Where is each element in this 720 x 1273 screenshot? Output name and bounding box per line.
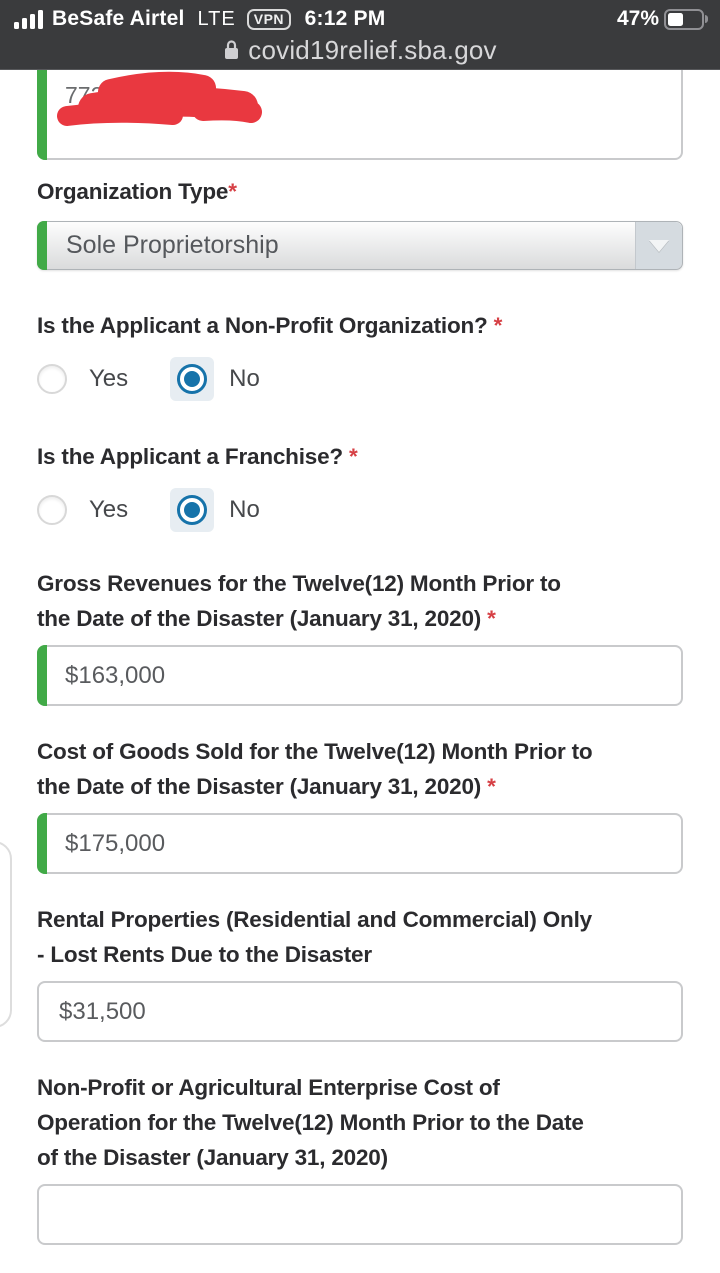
redacted-number-field[interactable]: [37, 54, 683, 160]
gross-revenues-field[interactable]: [37, 645, 683, 706]
form-page: Organization Type* Sole Proprietorship I…: [0, 54, 720, 1273]
status-bar: BeSafe Airtel LTE VPN 6:12 PM 47%: [0, 0, 720, 32]
organization-type-value: Sole Proprietorship: [66, 231, 279, 259]
required-asterisk: *: [481, 606, 496, 631]
non-profit-question-label: Is the Applicant a Non-Profit Organizati…: [37, 313, 503, 338]
cost-of-goods-input[interactable]: [39, 829, 681, 858]
radio-label[interactable]: No: [229, 496, 260, 523]
organization-type-label: Organization Type*: [37, 179, 237, 204]
carrier-name: BeSafe Airtel: [52, 7, 185, 30]
radio-button[interactable]: [37, 495, 67, 525]
required-asterisk: *: [481, 774, 496, 799]
status-clock: 6:12 PM: [304, 7, 386, 30]
vpn-badge: VPN: [246, 8, 292, 30]
non-profit-radio-group: Yes No: [30, 357, 683, 401]
url-text: covid19relief.sba.gov: [248, 34, 497, 65]
redacted-number-input[interactable]: [39, 81, 681, 133]
select-dropdown-zone[interactable]: [635, 222, 682, 269]
non-profit-cost-field[interactable]: [37, 1184, 683, 1245]
chevron-down-icon: [649, 239, 669, 252]
franchise-option-no[interactable]: No: [170, 488, 260, 532]
required-asterisk: *: [342, 444, 358, 469]
radio-label[interactable]: No: [229, 365, 260, 392]
address-bar[interactable]: covid19relief.sba.gov: [0, 32, 720, 68]
battery-percent: 47%: [616, 7, 659, 30]
rental-properties-label: Rental Properties (Residential and Comme…: [37, 907, 592, 967]
radio-button[interactable]: [177, 495, 208, 525]
cost-of-goods-field[interactable]: [37, 813, 683, 874]
non-profit-option-no[interactable]: No: [170, 357, 260, 401]
gross-revenues-input[interactable]: [39, 661, 681, 690]
lock-icon: [225, 40, 239, 59]
non-profit-option-yes[interactable]: Yes: [30, 357, 128, 401]
non-profit-cost-input[interactable]: [39, 1200, 681, 1229]
radio-label[interactable]: Yes: [89, 365, 129, 392]
gross-revenues-label: Gross Revenues for the Twelve(12) Month …: [37, 571, 561, 631]
cellular-signal-icon: [14, 9, 43, 29]
required-asterisk: *: [487, 313, 503, 338]
browser-chrome: BeSafe Airtel LTE VPN 6:12 PM 47% covid1…: [0, 0, 720, 70]
required-asterisk: *: [228, 179, 237, 204]
franchise-question-label: Is the Applicant a Franchise? *: [37, 444, 358, 469]
cost-of-goods-label: Cost of Goods Sold for the Twelve(12) Mo…: [37, 739, 593, 799]
franchise-radio-group: Yes No: [30, 488, 683, 532]
left-edge-card: [0, 841, 12, 1028]
non-profit-cost-label: Non-Profit or Agricultural Enterprise Co…: [37, 1075, 584, 1170]
battery-icon: [664, 8, 708, 30]
radio-label[interactable]: Yes: [89, 496, 129, 523]
network-type: LTE: [197, 7, 236, 30]
radio-button[interactable]: [177, 364, 208, 394]
rental-properties-field[interactable]: [37, 981, 683, 1042]
rental-properties-input[interactable]: [39, 997, 681, 1026]
organization-type-select[interactable]: Sole Proprietorship: [37, 221, 683, 270]
radio-button[interactable]: [37, 364, 67, 394]
franchise-option-yes[interactable]: Yes: [30, 488, 128, 532]
